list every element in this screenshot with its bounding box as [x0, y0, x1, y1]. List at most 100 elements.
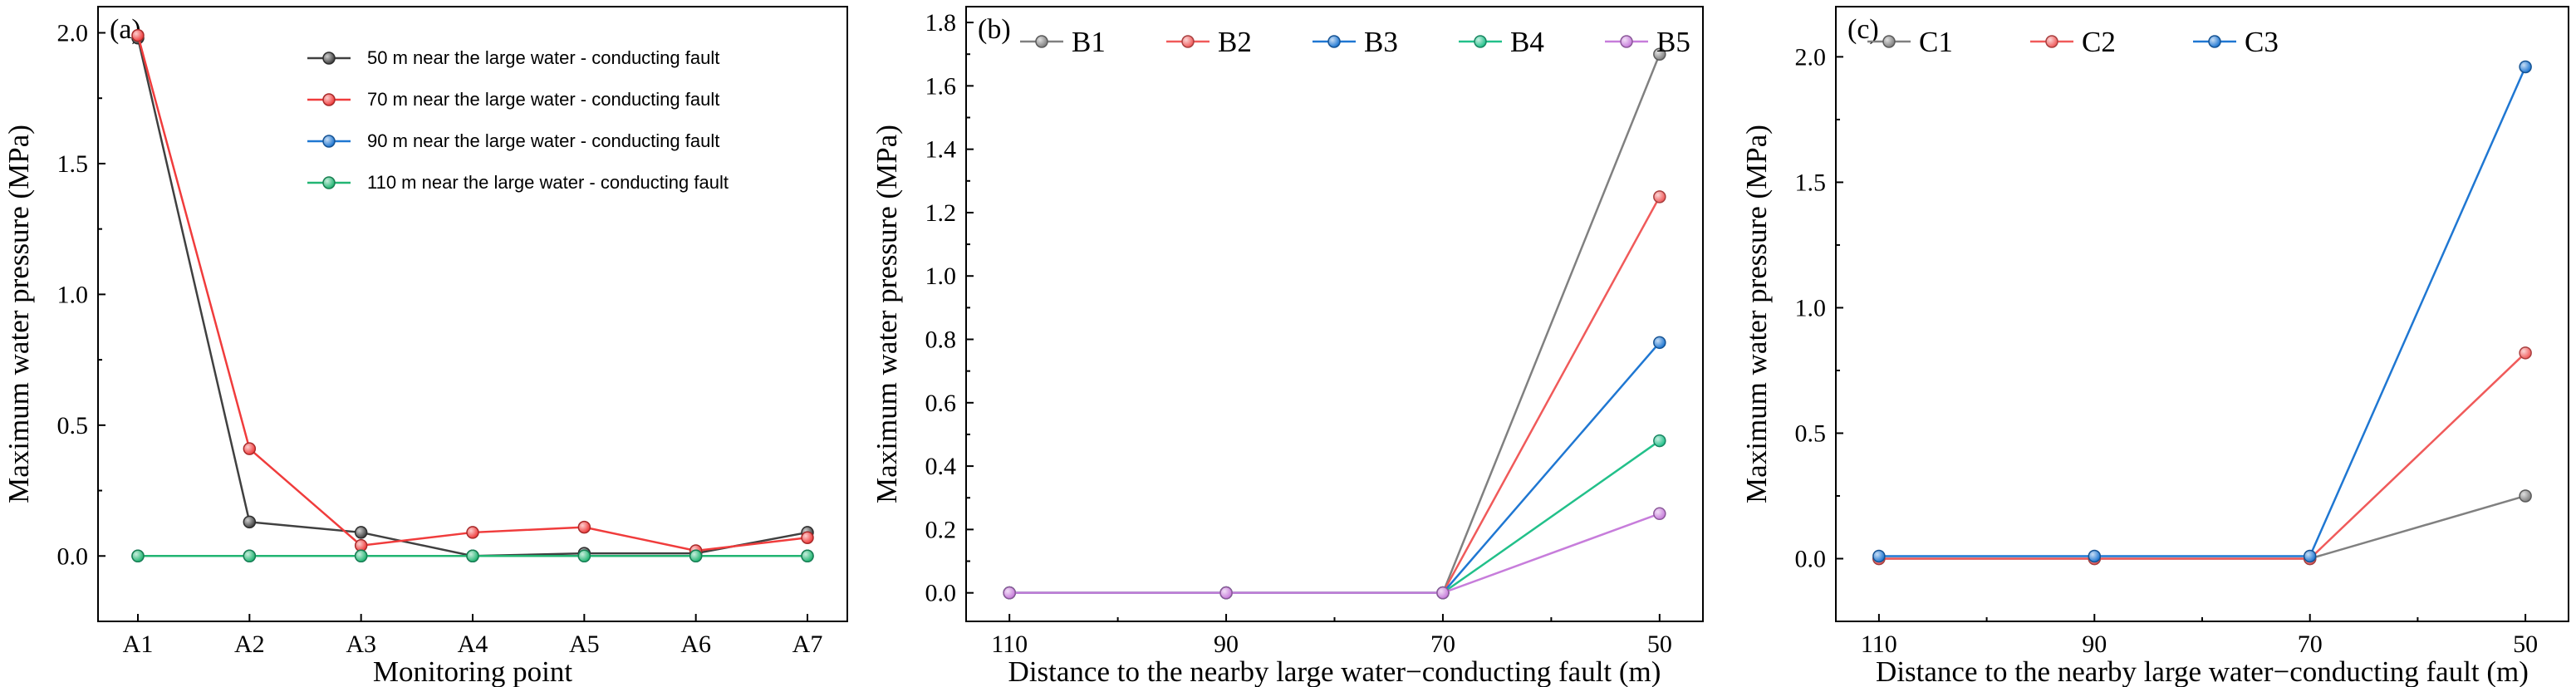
- x-tick-label: A3: [346, 631, 376, 658]
- series-line-B4: [1009, 439, 1661, 594]
- data-point: [1219, 586, 1233, 600]
- x-tick-label: 110: [991, 631, 1028, 658]
- x-tick-label: A6: [680, 631, 711, 658]
- y-tick-label: 2.0: [57, 19, 89, 47]
- x-tick-label: A7: [792, 631, 823, 658]
- series-line-C3: [1878, 66, 2527, 557]
- x-axis-title: Monitoring point: [373, 655, 572, 687]
- y-tick-label: 1.4: [925, 136, 957, 164]
- series-line-50: [136, 37, 808, 557]
- y-tick-label: 0.4: [925, 453, 957, 480]
- legend-swatch-marker: [2208, 35, 2221, 48]
- data-point: [2303, 549, 2317, 563]
- legend-label: 90 m near the large water - conducting f…: [367, 130, 719, 151]
- data-point: [466, 549, 479, 563]
- x-tick-label: 70: [1430, 631, 1455, 658]
- data-point: [354, 526, 368, 539]
- y-tick-label: 0.0: [925, 580, 957, 607]
- y-axis-title: Maximum water pressure (MPa): [2, 125, 35, 503]
- y-axis-title: Maximum water pressure (MPa): [1740, 125, 1773, 503]
- data-point: [243, 549, 257, 563]
- y-tick-label: 0.8: [925, 326, 957, 354]
- series-line-C2: [1878, 351, 2526, 560]
- legend-label: B1: [1072, 26, 1106, 58]
- plot-frame: [1835, 6, 2569, 622]
- x-axis-title: Distance to the nearby large water−condu…: [1008, 655, 1661, 687]
- legend-label: C3: [2245, 26, 2279, 58]
- data-point: [131, 28, 145, 42]
- data-point: [577, 549, 591, 563]
- y-tick-label: 1.0: [57, 281, 89, 308]
- series-line-C1: [1878, 494, 2526, 560]
- data-point: [1653, 336, 1666, 350]
- legend-swatch-marker: [322, 135, 336, 148]
- x-tick-label: A1: [123, 631, 154, 658]
- legend-swatch-marker: [2045, 35, 2058, 48]
- data-point: [801, 549, 814, 563]
- y-tick-label: 1.0: [1795, 294, 1827, 321]
- series-line-B1: [1009, 53, 1661, 594]
- x-tick-label: 90: [1214, 631, 1239, 658]
- y-tick-label: 0.6: [925, 390, 957, 417]
- legend-label: C2: [2082, 26, 2116, 58]
- legend-swatch-marker: [1327, 35, 1341, 48]
- y-tick-label: 1.2: [925, 199, 957, 227]
- panel-b: 0.0 0.2 0.4 0.6 0.8 1.0 1.2 1.4 1.6 1.8 110 90 70 50D…: [871, 6, 1704, 687]
- legend-swatch-marker: [322, 176, 336, 189]
- data-point: [1653, 47, 1666, 61]
- y-tick-label: 0.0: [1795, 545, 1827, 572]
- x-tick-label: 90: [2082, 631, 2107, 658]
- legend-label: C1: [1919, 26, 1953, 58]
- series-line-B3: [1009, 341, 1661, 594]
- legend-label: 110 m near the large water - conducting …: [367, 172, 729, 193]
- x-tick-label: A5: [569, 631, 600, 658]
- data-point: [1653, 190, 1666, 204]
- y-tick-label: 1.8: [925, 9, 957, 37]
- data-point: [131, 549, 145, 563]
- y-tick-label: 1.5: [1795, 169, 1827, 196]
- data-point: [354, 549, 368, 563]
- y-tick-label: 0.2: [925, 516, 957, 543]
- y-tick-label: 1.6: [925, 72, 957, 100]
- x-axis-title: Distance to the nearby large water−condu…: [1876, 655, 2529, 687]
- series-line-B5: [1009, 513, 1661, 594]
- data-point: [689, 549, 703, 563]
- legend-label: B4: [1510, 26, 1544, 58]
- y-tick-label: 2.0: [1795, 43, 1827, 71]
- x-tick-label: 50: [1647, 631, 1672, 658]
- data-point: [1653, 434, 1666, 448]
- x-tick-label: 70: [2298, 631, 2323, 658]
- data-point: [2519, 489, 2532, 503]
- legend-label: B5: [1656, 26, 1690, 58]
- plot-frame: [965, 6, 1704, 622]
- data-point: [1436, 586, 1450, 600]
- y-tick-label: 1.5: [57, 150, 89, 178]
- x-tick-label: A2: [234, 631, 265, 658]
- legend-swatch-marker: [1474, 35, 1487, 48]
- legend-label: B3: [1364, 26, 1398, 58]
- data-point: [2519, 60, 2532, 74]
- y-tick-label: 0.5: [1795, 420, 1827, 447]
- x-tick-label: 110: [1861, 631, 1897, 658]
- legend-swatch-marker: [1181, 35, 1195, 48]
- data-point: [577, 520, 591, 534]
- series-line-B2: [1009, 196, 1661, 594]
- legend-label: 70 m near the large water - conducting f…: [367, 89, 719, 110]
- data-point: [243, 442, 257, 455]
- y-tick-label: 0.5: [57, 412, 89, 439]
- legend-swatch-marker: [1035, 35, 1048, 48]
- data-point: [1872, 549, 1886, 563]
- legend-swatch-marker: [322, 93, 336, 106]
- data-point: [1653, 507, 1666, 521]
- panel-label: (b): [978, 14, 1011, 45]
- data-point: [1003, 586, 1016, 600]
- data-point: [801, 531, 814, 544]
- y-tick-label: 1.0: [925, 263, 957, 290]
- x-tick-label: A4: [458, 631, 488, 658]
- legend-label: B2: [1218, 26, 1252, 58]
- panel-label: (c): [1847, 14, 1879, 45]
- data-point: [2088, 549, 2102, 563]
- legend-label: 50 m near the large water - conducting f…: [367, 47, 719, 68]
